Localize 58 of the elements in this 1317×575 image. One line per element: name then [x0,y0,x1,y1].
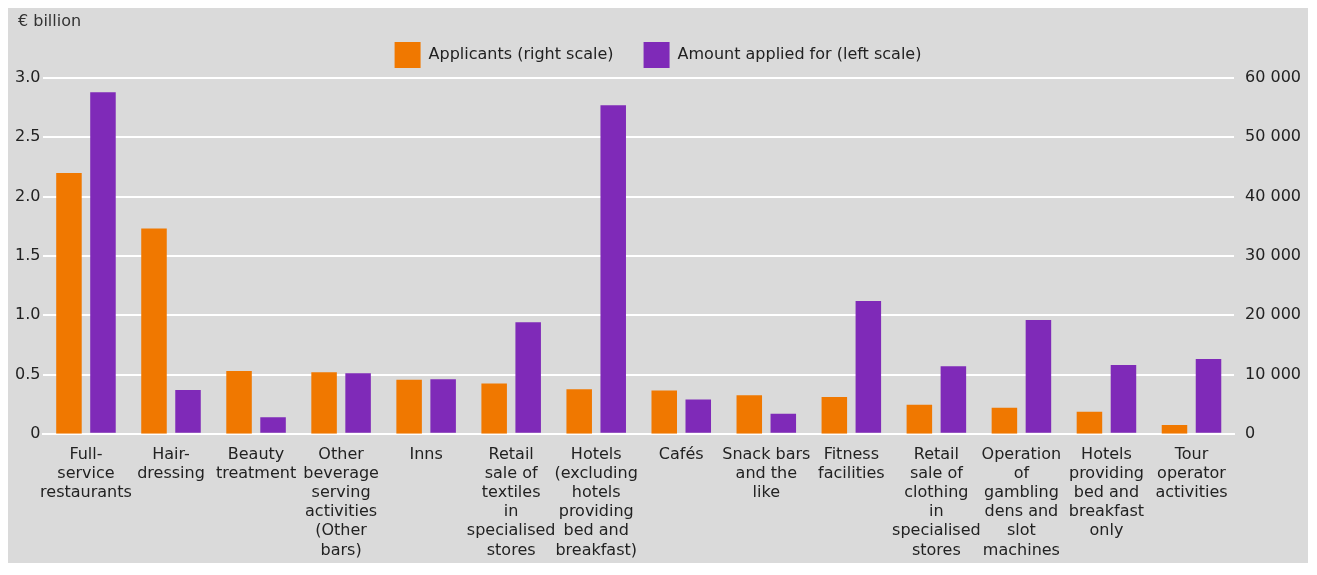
bar [736,395,763,434]
y2-tick-label: 20 000 [1245,304,1301,324]
x-tick-label: Retail sale of textiles in specialised stores [466,443,556,559]
y2-tick-label: 60 000 [1245,67,1301,87]
y2-tick-label: 50 000 [1245,126,1301,146]
y2-tick-label: 30 000 [1245,245,1301,265]
legend-label: Amount applied for (left scale) [677,44,922,64]
bar [311,372,337,434]
bar [906,404,933,434]
bar [821,397,848,434]
y-tick-label: 2.0 [14,185,41,205]
x-tick-label: Other beverage serving activities (Other bars) [303,443,379,559]
bar [1025,319,1052,433]
bar [260,417,286,433]
y-tick-label: 2.5 [14,126,41,146]
bar [991,407,1018,434]
y-tick-label: 0.5 [14,363,41,383]
legend-label: Applicants (right scale) [428,44,614,64]
y2-tick-label: 10 000 [1245,363,1301,383]
y-tick-label: 1.5 [14,245,41,265]
bar [481,383,507,434]
x-tick-label: Hotels (excluding hotels providing bed and breakfast) [554,443,638,559]
bar [141,228,167,434]
y2-tick-label: 0 [1245,422,1256,442]
y-axis-title: € billion [18,11,82,31]
x-tick-label: Operation of gambling dens and slot machines [981,443,1062,559]
bar [515,322,541,433]
x-tick-label: Beauty treatment [215,443,297,482]
x-tick-label: Snack bars and the like [722,443,811,501]
bar [940,366,967,433]
bar [651,390,677,434]
y-tick-label: 3.0 [14,67,41,87]
bar [175,389,201,433]
y-tick-label: 1.0 [14,304,41,324]
bar [855,300,882,433]
bar [430,379,456,433]
x-tick-label: Hair-dressing [137,443,205,482]
bar [396,379,422,434]
x-tick-label: Inns [409,443,443,463]
bar [566,389,592,434]
bar [770,413,797,433]
bar [1110,365,1137,433]
x-tick-label: Tour operator activities [1155,443,1228,501]
bar [226,370,252,434]
x-tick-label: Hotels providing bed and breakfast only [1068,443,1145,540]
y-tick-label: 0 [30,422,41,442]
y2-tick-label: 40 000 [1245,185,1301,205]
x-tick-label: Fitness facilities [818,443,885,482]
bar [1076,411,1103,434]
bar [90,92,116,433]
bar [345,373,371,433]
x-tick-label: Full-service restaurants [40,443,132,501]
bar [685,399,712,433]
x-tick-label: Cafés [658,443,704,463]
bar [600,105,626,433]
bar [56,172,82,434]
bar [1195,359,1222,433]
x-tick-label: Retail sale of clothing in specialised stores [892,443,981,559]
